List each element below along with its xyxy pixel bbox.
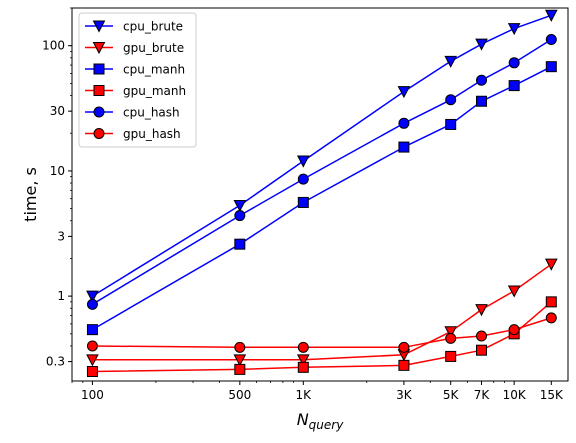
x-tick-label: 3K: [396, 388, 413, 402]
legend-marker-gpu_manh: [93, 85, 105, 96]
data-point-gpu_hash: [445, 332, 457, 344]
legend-marker-cpu_hash: [93, 106, 105, 118]
data-point-gpu_brute: [544, 258, 558, 271]
data-point-cpu_brute: [544, 9, 558, 22]
data-point-gpu_brute: [86, 354, 99, 367]
legend-label-cpu_hash: cpu_hash: [123, 106, 180, 120]
data-point-cpu_hash: [86, 298, 98, 310]
legend-item-gpu_manh: gpu_manh: [85, 84, 186, 98]
legend: cpu_brute gpu_brute cpu_manh gpu_manh cpu_ha…: [78, 12, 197, 148]
legend-item-gpu_hash: gpu_hash: [85, 127, 181, 141]
x-axis-label-subscript: query: [309, 418, 345, 432]
legend-marker-cpu_manh: [93, 63, 105, 75]
y-tick-label: 1: [57, 289, 65, 303]
legend-item-cpu_brute: cpu_brute: [85, 20, 183, 34]
legend-label-gpu_manh: gpu_manh: [123, 84, 186, 98]
data-point-cpu_brute: [507, 23, 521, 36]
data-point-gpu_manh: [476, 344, 488, 356]
data-point-gpu_hash: [86, 340, 98, 352]
x-axis-label-base: N: [297, 410, 309, 429]
x-tick-label: 5K: [443, 388, 460, 402]
x-tick-label: 10K: [503, 388, 527, 402]
data-point-cpu_hash: [445, 94, 457, 106]
data-point-cpu_brute: [296, 155, 310, 168]
data-point-gpu_hash: [508, 324, 520, 336]
data-point-cpu_brute: [475, 38, 488, 51]
data-point-gpu_brute: [475, 304, 488, 317]
y-tick-label: 0.3: [46, 355, 65, 369]
data-point-gpu_hash: [234, 341, 246, 353]
series-cpu_brute: [86, 9, 558, 303]
data-point-cpu_brute: [397, 86, 411, 99]
data-point-cpu_hash: [398, 117, 410, 129]
y-tick-label: 10: [50, 164, 65, 178]
plot-frame: [71, 7, 569, 382]
y-tick-label: 30: [50, 104, 65, 118]
legend-item-cpu_manh: cpu_manh: [85, 63, 185, 77]
data-point-cpu_hash: [234, 210, 246, 222]
data-point-cpu_hash: [476, 74, 488, 86]
legend-label-cpu_brute: cpu_brute: [123, 20, 183, 34]
data-point-gpu_hash: [398, 341, 410, 353]
series-cpu_hash: [86, 34, 557, 310]
data-point-cpu_manh: [508, 80, 520, 92]
y-tick-label: 100: [42, 39, 65, 53]
series-gpu_hash: [86, 312, 557, 353]
x-tick-label: 1K: [296, 388, 313, 402]
series-line-cpu_brute: [92, 14, 552, 297]
data-point-cpu_hash: [545, 34, 557, 46]
data-point-cpu_manh: [476, 95, 488, 107]
data-point-cpu_hash: [508, 57, 520, 69]
series-gpu_manh: [86, 296, 557, 378]
data-point-cpu_brute: [444, 55, 458, 68]
x-tick-label: 100: [81, 388, 104, 402]
legend-label-cpu_manh: cpu_manh: [123, 63, 185, 77]
data-point-gpu_brute: [507, 285, 521, 298]
series-layer: [86, 9, 558, 378]
data-point-cpu_manh: [297, 196, 309, 208]
y-tick-label: 3: [57, 229, 65, 243]
data-point-gpu_hash: [297, 341, 309, 353]
data-point-cpu_hash: [297, 173, 309, 185]
series-cpu_manh: [86, 61, 557, 336]
data-point-gpu_brute: [233, 354, 247, 367]
data-point-gpu_manh: [398, 359, 410, 371]
data-point-gpu_brute: [444, 326, 458, 339]
data-point-cpu_manh: [86, 324, 98, 336]
legend-marker-cpu_brute: [92, 20, 106, 33]
legend-label-gpu_hash: gpu_hash: [123, 127, 181, 141]
data-point-gpu_manh: [234, 363, 246, 375]
data-point-cpu_manh: [398, 141, 410, 153]
x-tick-label: 15K: [540, 388, 564, 402]
legend-item-cpu_hash: cpu_hash: [85, 106, 180, 120]
data-point-gpu_manh: [545, 296, 557, 308]
legend-label-gpu_brute: gpu_brute: [123, 41, 184, 55]
legend-item-gpu_brute: gpu_brute: [85, 41, 184, 55]
data-point-gpu_brute: [296, 354, 310, 367]
data-point-gpu_manh: [445, 350, 457, 362]
data-point-gpu_manh: [297, 361, 309, 373]
x-tick-label: 7K: [474, 388, 491, 402]
y-axis-label: time, s: [21, 167, 40, 222]
data-point-cpu_manh: [445, 118, 457, 130]
data-point-gpu_hash: [476, 330, 488, 342]
data-point-cpu_brute: [233, 199, 247, 213]
data-point-gpu_manh: [86, 366, 98, 378]
series-line-gpu_hash: [92, 317, 552, 349]
x-axis-label: Nquery: [297, 410, 345, 432]
data-point-cpu_manh: [234, 238, 246, 250]
legend-marker-gpu_brute: [92, 42, 106, 55]
data-point-cpu_manh: [545, 61, 557, 73]
series-line-cpu_hash: [92, 38, 552, 305]
x-tick-label: 500: [228, 388, 251, 402]
legend-marker-gpu_hash: [93, 128, 105, 139]
legend-frame: [78, 12, 197, 148]
data-point-gpu_hash: [545, 312, 557, 324]
data-point-cpu_brute: [86, 290, 99, 303]
